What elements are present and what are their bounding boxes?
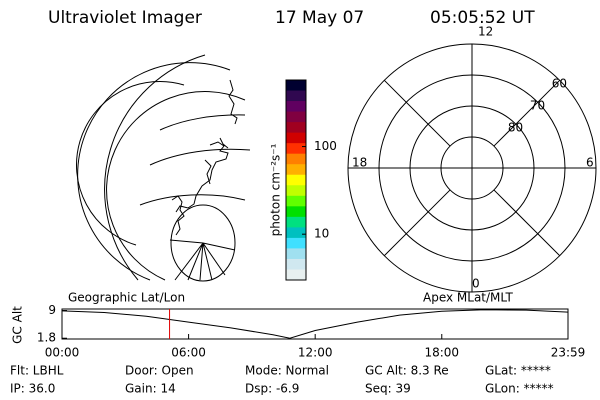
colorbar-tick-label: 100 [314,139,337,153]
title: Ultraviolet Imager [48,8,202,28]
status-field: IP: 36.0 [10,382,55,396]
colorbar-segment [286,195,306,207]
y-label: GC Alt [11,306,25,344]
colorbar [286,80,306,281]
status-field: Flt: LBHL [10,364,64,378]
colorbar-segment [286,143,306,155]
status-field: Gain: 14 [125,382,176,396]
lat-label: 70 [530,99,545,113]
colorbar-segment [286,248,306,260]
x-tick-label: 00:00 [45,346,80,360]
x-tick-label: 12:00 [298,346,333,360]
status-field: GLon: ***** [485,382,554,396]
spoke [493,189,561,257]
colorbar-segment [286,174,306,186]
colorbar-segment [286,227,306,239]
x-tick-label: 06:00 [171,346,206,360]
mlt-label: 18 [352,156,367,170]
spoke [493,79,561,147]
mlt-label: 12 [478,25,493,39]
spoke [383,79,451,147]
left-label: Geographic Lat/Lon [68,291,185,305]
colorbar-segment [286,122,306,134]
colorbar-frame [285,79,307,281]
date: 17 May 07 [275,8,364,28]
colorbar-segment [286,258,306,270]
lat-label: 80 [508,121,523,135]
colorbar-segment [286,237,306,249]
colorbar-segment [286,101,306,113]
time: 05:05:52 UT [430,8,535,28]
lat-label: 60 [552,77,567,91]
colorbar-segment [286,80,306,92]
colorbar-segment [286,206,306,218]
spoke [383,189,451,257]
colorbar-segment [286,153,306,165]
status-field: Dsp: -6.9 [245,382,299,396]
x-tick-label: 18:00 [424,346,459,360]
colorbar-segment [286,185,306,197]
colorbar-label: photon cm⁻²s⁻¹ [269,143,283,236]
colorbar-segment [286,90,306,102]
status-field: GC Alt: 8.3 Re [365,364,449,378]
right-label: Apex MLat/MLT [423,291,513,305]
mlt-label: 6 [586,156,594,170]
altitude-line [61,309,569,339]
colorbar-segment [286,216,306,228]
y-tick-label: 9 [48,303,56,317]
x-tick-label: 23:59 [551,346,586,360]
colorbar-segment [286,111,306,123]
earth-map [75,54,251,282]
colorbar-segment [286,132,306,144]
colorbar-tick-label: 10 [314,227,329,241]
colorbar-segment [286,164,306,176]
status-field: Seq: 39 [365,382,411,396]
status-field: GLat: ***** [485,364,551,378]
y-tick-label: 1.8 [37,331,56,345]
mlt-label: 0 [472,277,480,291]
status-field: Mode: Normal [245,364,329,378]
colorbar-segment [286,269,306,281]
status-field: Door: Open [125,364,194,378]
